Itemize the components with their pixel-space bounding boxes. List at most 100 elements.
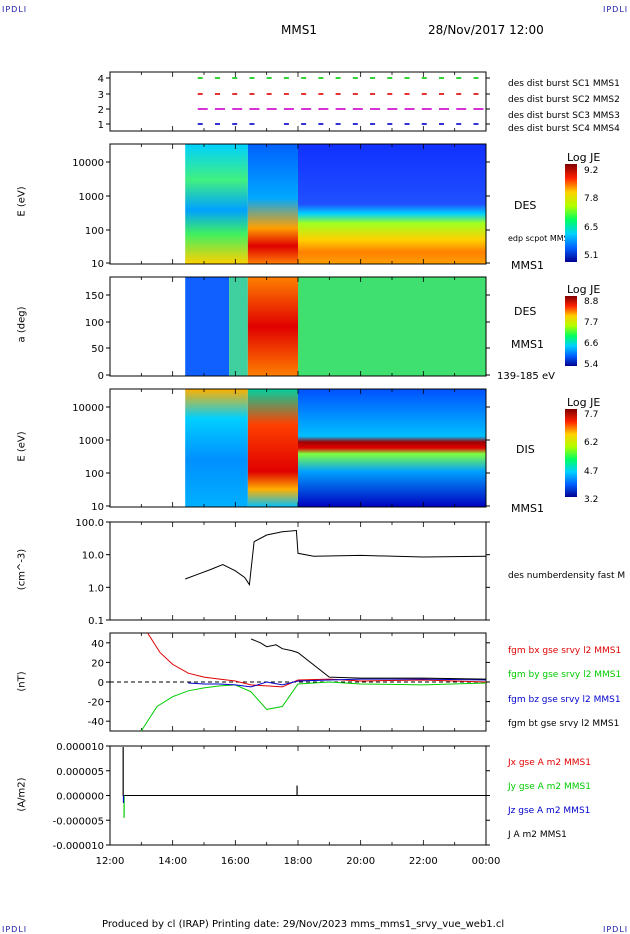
panel-frame xyxy=(109,521,487,621)
spectrogram-region xyxy=(185,389,248,507)
panel-burst: 1 2 3 4 xyxy=(98,71,490,132)
burst-mark xyxy=(473,108,484,110)
legend-burst-3: des dist burst SC3 MMS3 xyxy=(508,111,620,121)
burst-mark xyxy=(266,93,272,95)
colorbar-tick-p3-2: 7.7 xyxy=(584,318,599,328)
burst-mark xyxy=(404,123,410,125)
colorbar-tick-p3-3: 6.6 xyxy=(584,339,599,349)
burst-mark xyxy=(352,93,358,95)
burst-mark xyxy=(214,108,225,110)
burst-mark xyxy=(335,77,341,79)
burst-mark xyxy=(266,108,277,110)
time-axis: 12:00 14:00 16:00 18:00 20:00 22:00 00:00 xyxy=(96,856,501,867)
plot-datetime: 28/Nov/2017 12:00 xyxy=(428,23,544,37)
legend-fgm-bt: fgm bt gse srvy l2 MMS1 xyxy=(508,719,620,729)
panel-des-pitch: 0 50 100 150 xyxy=(85,276,490,382)
spectrogram-region xyxy=(185,144,248,264)
burst-mark xyxy=(249,123,255,125)
y-tick-label: 1.0 xyxy=(88,583,104,594)
series-density xyxy=(185,529,487,587)
colorbar-p2 xyxy=(565,164,577,262)
time-tick-label: 00:00 xyxy=(472,856,501,867)
y-tick-label: 100 xyxy=(85,226,104,237)
series-bx xyxy=(147,632,487,688)
burst-mark xyxy=(439,77,444,79)
label-mms1-p2: MMS1 xyxy=(511,259,544,272)
y-tick-label: 0 xyxy=(98,371,104,382)
burst-mark xyxy=(301,77,307,79)
burst-mark xyxy=(335,93,341,95)
burst-mark xyxy=(352,108,363,110)
corner-label-bottom-left: IPDLI xyxy=(2,925,28,934)
burst-mark xyxy=(387,93,393,95)
y-tick-label: 150 xyxy=(85,291,104,302)
burst-mark xyxy=(421,123,427,125)
ylabel-current: (A/m2) xyxy=(16,777,28,812)
burst-mark xyxy=(352,77,358,79)
label-mms1-p3: MMS1 xyxy=(511,338,544,351)
spectrogram-region xyxy=(247,389,298,507)
colorbar-tick-p3-4: 5.4 xyxy=(584,360,599,370)
burst-mark xyxy=(473,77,479,79)
burst-mark xyxy=(197,77,203,79)
legend-fgm-bx: fgm bx gse srvy l2 MMS1 xyxy=(508,646,622,656)
panel-current: -0.000010 -0.000005 0.000000 0.000005 0.0000… xyxy=(53,742,490,852)
legend-fgm-bz: fgm bz gse srvy l2 MMS1 xyxy=(508,695,621,705)
colorbar-title-p4: Log JE xyxy=(567,396,601,409)
y-tick-label: 1000 xyxy=(79,436,104,447)
burst-mark xyxy=(335,123,341,125)
panel-frame xyxy=(109,71,487,132)
current-plot: -0.000010 -0.000005 0.000000 0.000005 0.0000… xyxy=(53,742,490,852)
ylabel-fgm: (nT) xyxy=(16,671,28,692)
y-tick-label: 100 xyxy=(85,318,104,329)
burst-mark xyxy=(473,93,479,95)
panel-density: 0.1 1.0 10.0 100.0 xyxy=(75,518,490,627)
spectrogram-region xyxy=(247,277,298,376)
y-tick-label: 4 xyxy=(98,74,104,85)
legend-jy: Jy gse A m2 MMS1 xyxy=(508,782,591,792)
burst-mark xyxy=(318,77,324,79)
burst-mark xyxy=(404,108,415,110)
series-bz xyxy=(188,678,487,688)
burst-mark xyxy=(197,93,203,95)
plot-title: MMS1 xyxy=(281,23,317,37)
burst-mark xyxy=(197,108,208,110)
spectrogram-region xyxy=(298,277,486,376)
label-dis: DIS xyxy=(516,443,535,456)
y-tick-label: 3 xyxy=(98,90,104,101)
burst-mark xyxy=(214,77,220,79)
corner-label-top-left: IPDLI xyxy=(2,5,28,14)
colorbar-p4 xyxy=(565,409,577,497)
colorbar-tick-p4-4: 3.2 xyxy=(584,495,599,505)
burst-mark xyxy=(301,108,312,110)
burst-mark xyxy=(421,77,427,79)
series-by xyxy=(140,681,487,732)
burst-mark xyxy=(387,123,393,125)
burst-mark xyxy=(456,123,462,125)
burst-mark xyxy=(283,123,289,125)
burst-mark xyxy=(249,77,255,79)
burst-mark xyxy=(214,93,220,95)
legend-burst-1: des dist burst SC1 MMS1 xyxy=(508,79,620,89)
spectrogram-region xyxy=(185,277,230,376)
colorbar-tick-p2-4: 5.1 xyxy=(584,251,599,261)
ylabel-des-energy: E (eV) xyxy=(16,186,28,217)
colorbar-title-p3: Log JE xyxy=(567,283,601,296)
burst-mark xyxy=(283,77,289,79)
label-des-1: DES xyxy=(514,199,537,212)
burst-mark xyxy=(421,93,427,95)
corner-label-bottom-right: IPDLI xyxy=(603,925,629,934)
burst-mark xyxy=(370,93,376,95)
legend-density: des numberdensity fast M xyxy=(508,571,626,581)
y-tick-label: 2 xyxy=(98,105,104,116)
burst-mark xyxy=(301,123,307,125)
footer-text: Produced by cl (IRAP) Printing date: 29/… xyxy=(102,919,505,930)
y-tick-label: -0.000005 xyxy=(53,816,104,827)
colorbar-tick-p3-1: 8.8 xyxy=(584,297,599,307)
y-tick-label: 100 xyxy=(85,469,104,480)
burst-mark xyxy=(318,93,324,95)
time-tick-label: 20:00 xyxy=(346,856,375,867)
panel-dis-energy: 10 100 1000 10000 xyxy=(72,388,490,513)
density-plot: 0.1 1.0 10.0 100.0 xyxy=(75,518,490,627)
burst-mark xyxy=(352,123,358,125)
